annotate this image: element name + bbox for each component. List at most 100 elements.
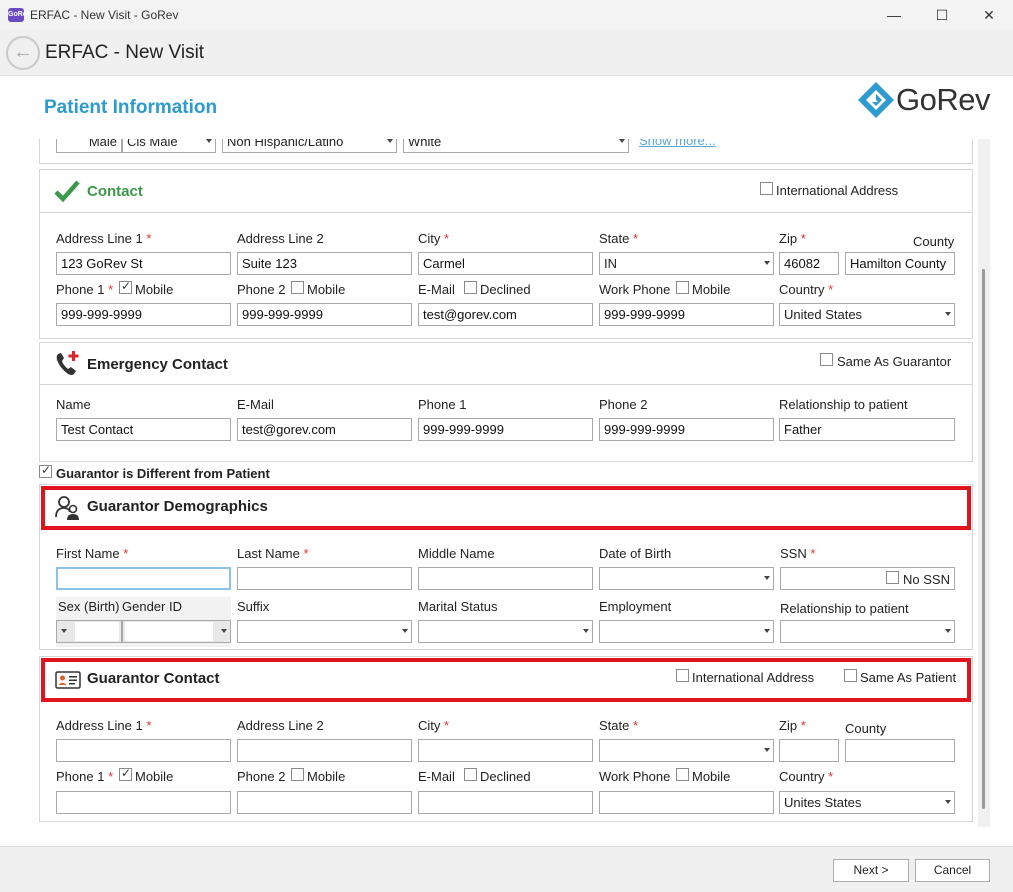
phone1-mobile-checkbox[interactable] [119, 279, 132, 294]
g-marital-select[interactable] [418, 620, 593, 643]
same-as-guarantor-checkbox[interactable] [820, 353, 833, 366]
g-work-phone-field[interactable] [599, 791, 774, 814]
zip-field[interactable]: 46082 [779, 252, 839, 275]
phone1-mobile-label: Mobile [135, 282, 174, 297]
g-phone2-field[interactable] [237, 791, 412, 814]
state-select[interactable]: IN [599, 252, 774, 275]
emergency-title: Emergency Contact [87, 356, 228, 373]
g-phone1-mobile-label: Mobile [135, 769, 174, 784]
g-relationship-select[interactable] [780, 620, 955, 643]
cancel-button[interactable]: Cancel [915, 859, 990, 882]
ec-name-field[interactable]: Test Contact [56, 418, 231, 441]
g-sex-select[interactable] [56, 620, 122, 643]
next-button[interactable]: Next > [833, 859, 909, 882]
g-first-name-field[interactable] [56, 567, 231, 590]
sex-select[interactable]: Male [56, 139, 122, 153]
county-field[interactable]: Hamilton County [845, 252, 955, 275]
same-as-patient-checkbox[interactable] [844, 669, 857, 682]
g-dob-picker[interactable] [599, 567, 774, 590]
phone2-mobile-checkbox[interactable] [291, 281, 304, 294]
g-country-label: Country * [779, 769, 834, 784]
form-scroll-area[interactable]: Male Cis Male Non Hispanic/Latino White … [39, 139, 974, 823]
maximize-button[interactable]: ☐ [935, 7, 949, 23]
ec-relationship-field[interactable]: Father [779, 418, 955, 441]
guarantor-different-checkbox[interactable] [39, 463, 52, 478]
g-zip-field[interactable] [779, 739, 839, 762]
g-relationship-label: Relationship to patient [780, 601, 909, 616]
g-address1-label: Address Line 1 * [56, 718, 152, 733]
g-suffix-select[interactable] [237, 620, 412, 643]
country-select[interactable]: United States [779, 303, 955, 326]
show-more-link[interactable]: Show more... [639, 139, 716, 148]
g-email-field[interactable] [418, 791, 593, 814]
g-last-name-label: Last Name * [237, 546, 309, 561]
address1-field[interactable]: 123 GoRev St [56, 252, 231, 275]
address2-field[interactable]: Suite 123 [237, 252, 412, 275]
work-phone-field[interactable]: 999-999-9999 [599, 303, 774, 326]
g-address1-field[interactable] [56, 739, 231, 762]
g-marital-label: Marital Status [418, 599, 498, 614]
minimize-button[interactable]: — [887, 7, 901, 23]
back-arrow-icon[interactable]: ← [6, 36, 40, 70]
no-ssn-checkbox[interactable] [886, 571, 899, 584]
patient-demographics-panel: Male Cis Male Non Hispanic/Latino White … [39, 139, 973, 164]
emergency-header: Emergency Contact Same As Guarantor [40, 343, 972, 385]
email-declined-label: Declined [480, 282, 531, 297]
g-phone1-mobile-checkbox[interactable] [119, 766, 132, 781]
g-county-field[interactable] [845, 739, 955, 762]
g-sex-label: Sex (Birth) [58, 599, 120, 614]
work-phone-label: Work Phone [599, 282, 671, 297]
g-address2-field[interactable] [237, 739, 412, 762]
g-last-name-field[interactable] [237, 567, 412, 590]
county-label: County [913, 234, 955, 249]
g-email-declined-checkbox[interactable] [464, 768, 477, 781]
g-international-address-checkbox[interactable] [676, 669, 689, 682]
g-phone2-mobile-checkbox[interactable] [291, 768, 304, 781]
g-city-field[interactable] [418, 739, 593, 762]
international-address-checkbox[interactable] [760, 182, 773, 195]
window-title: ERFAC - New Visit - GoRev [30, 8, 179, 22]
g-country-value: Unites States [784, 795, 862, 810]
race-select[interactable]: White [403, 139, 629, 153]
g-first-name-label: First Name * [56, 546, 129, 561]
ec-relationship-label: Relationship to patient [779, 397, 908, 412]
g-gender-select[interactable] [122, 620, 231, 643]
ec-phone1-field[interactable]: 999-999-9999 [418, 418, 593, 441]
guarantor-demographics-highlight [41, 486, 971, 530]
contact-panel: Contact International Address Address Li… [39, 169, 973, 339]
ec-email-field[interactable]: test@gorev.com [237, 418, 412, 441]
guarantor-different-label: Guarantor is Different from Patient [56, 466, 270, 481]
work-phone-mobile-checkbox[interactable] [676, 281, 689, 294]
header-title: ERFAC - New Visit [45, 42, 205, 63]
g-phone2-label: Phone 2 [237, 769, 286, 784]
g-country-select[interactable]: Unites States [779, 791, 955, 814]
g-county-label: County [845, 721, 887, 736]
scrollbar-thumb[interactable] [982, 269, 985, 809]
phone1-field[interactable]: 999-999-9999 [56, 303, 231, 326]
g-international-address-label: International Address [692, 670, 815, 685]
ec-phone2-field[interactable]: 999-999-9999 [599, 418, 774, 441]
phone2-label: Phone 2 [237, 282, 286, 297]
g-ssn-field[interactable]: No SSN [780, 567, 955, 590]
guarantor-contact-highlight [41, 658, 971, 702]
g-state-select[interactable] [599, 739, 774, 762]
sex-value: Male [88, 139, 117, 149]
vertical-scrollbar[interactable] [978, 139, 990, 827]
address1-label: Address Line 1 * [56, 231, 152, 246]
g-address2-label: Address Line 2 [237, 718, 324, 733]
g-phone1-field[interactable] [56, 791, 231, 814]
app-icon: GoRev [8, 8, 31, 22]
close-window-button[interactable]: ✕ [983, 7, 995, 23]
g-middle-name-field[interactable] [418, 567, 593, 590]
email-declined-checkbox[interactable] [464, 281, 477, 294]
g-work-phone-label: Work Phone [599, 769, 671, 784]
city-field[interactable]: Carmel [418, 252, 593, 275]
city-label: City * [418, 231, 450, 246]
ethnicity-select[interactable]: Non Hispanic/Latino [222, 139, 397, 153]
g-work-phone-mobile-checkbox[interactable] [676, 768, 689, 781]
g-employment-select[interactable] [599, 620, 774, 643]
gender-select[interactable]: Cis Male [122, 139, 216, 153]
email-field[interactable]: test@gorev.com [418, 303, 593, 326]
phone2-field[interactable]: 999-999-9999 [237, 303, 412, 326]
footer-bar: Next > Cancel [0, 846, 1013, 892]
